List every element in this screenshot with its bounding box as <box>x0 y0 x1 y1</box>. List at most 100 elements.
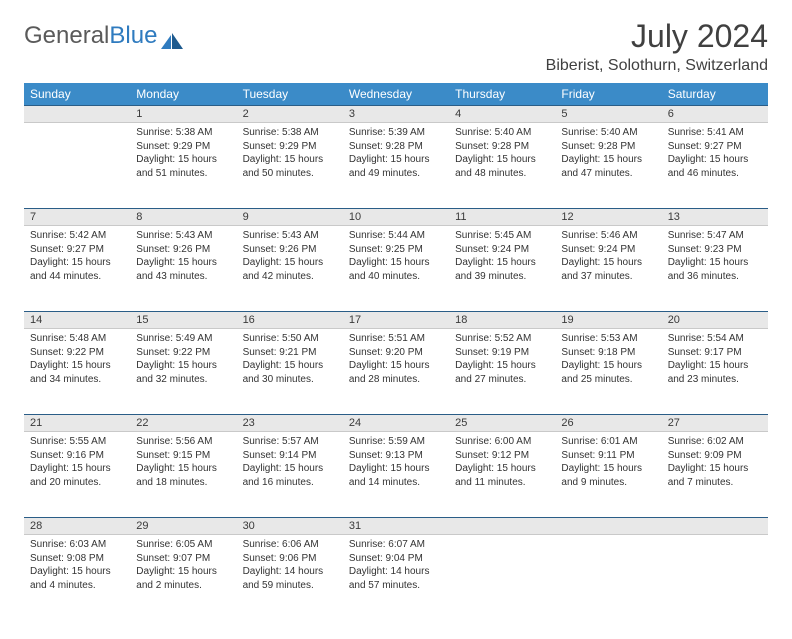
sunset-text: Sunset: 9:13 PM <box>349 449 443 463</box>
day-cell: Sunrise: 5:52 AMSunset: 9:19 PMDaylight:… <box>449 329 555 415</box>
day-cell: Sunrise: 6:03 AMSunset: 9:08 PMDaylight:… <box>24 535 130 621</box>
day-number-cell: 15 <box>130 312 236 329</box>
day-number-cell: 22 <box>130 415 236 432</box>
daylight-text: Daylight: 15 hours and 16 minutes. <box>243 462 337 489</box>
logo-sail-icon <box>161 28 183 44</box>
day-cell: Sunrise: 5:45 AMSunset: 9:24 PMDaylight:… <box>449 226 555 312</box>
day-number-row: 21222324252627 <box>24 415 768 432</box>
sunset-text: Sunset: 9:28 PM <box>561 140 655 154</box>
daylight-text: Daylight: 15 hours and 23 minutes. <box>668 359 762 386</box>
day-number-cell: 27 <box>662 415 768 432</box>
day-cell-body: Sunrise: 5:50 AMSunset: 9:21 PMDaylight:… <box>237 329 343 392</box>
daylight-text: Daylight: 15 hours and 47 minutes. <box>561 153 655 180</box>
daylight-text: Daylight: 14 hours and 57 minutes. <box>349 565 443 592</box>
day-number-cell: 20 <box>662 312 768 329</box>
sunrise-text: Sunrise: 5:38 AM <box>136 126 230 140</box>
day-cell-body: Sunrise: 5:41 AMSunset: 9:27 PMDaylight:… <box>662 123 768 186</box>
sunset-text: Sunset: 9:23 PM <box>668 243 762 257</box>
day-number-cell: 4 <box>449 106 555 123</box>
daylight-text: Daylight: 15 hours and 48 minutes. <box>455 153 549 180</box>
day-cell: Sunrise: 5:43 AMSunset: 9:26 PMDaylight:… <box>130 226 236 312</box>
sunset-text: Sunset: 9:26 PM <box>243 243 337 257</box>
day-number-cell: 5 <box>555 106 661 123</box>
daylight-text: Daylight: 15 hours and 25 minutes. <box>561 359 655 386</box>
weekday-header: Monday <box>130 83 236 106</box>
sunset-text: Sunset: 9:07 PM <box>136 552 230 566</box>
day-cell-body: Sunrise: 5:39 AMSunset: 9:28 PMDaylight:… <box>343 123 449 186</box>
daylight-text: Daylight: 15 hours and 51 minutes. <box>136 153 230 180</box>
day-number-cell: 12 <box>555 209 661 226</box>
day-cell-body: Sunrise: 6:00 AMSunset: 9:12 PMDaylight:… <box>449 432 555 495</box>
sunset-text: Sunset: 9:15 PM <box>136 449 230 463</box>
day-cell-body: Sunrise: 5:52 AMSunset: 9:19 PMDaylight:… <box>449 329 555 392</box>
day-cell: Sunrise: 5:56 AMSunset: 9:15 PMDaylight:… <box>130 432 236 518</box>
daylight-text: Daylight: 15 hours and 14 minutes. <box>349 462 443 489</box>
weekday-header: Wednesday <box>343 83 449 106</box>
day-cell: Sunrise: 6:01 AMSunset: 9:11 PMDaylight:… <box>555 432 661 518</box>
day-cell <box>449 535 555 621</box>
day-cell-body: Sunrise: 5:40 AMSunset: 9:28 PMDaylight:… <box>555 123 661 186</box>
daylight-text: Daylight: 15 hours and 44 minutes. <box>30 256 124 283</box>
sunrise-text: Sunrise: 6:06 AM <box>243 538 337 552</box>
sunset-text: Sunset: 9:29 PM <box>136 140 230 154</box>
daylight-text: Daylight: 15 hours and 49 minutes. <box>349 153 443 180</box>
daylight-text: Daylight: 15 hours and 20 minutes. <box>30 462 124 489</box>
sunrise-text: Sunrise: 5:51 AM <box>349 332 443 346</box>
day-cell: Sunrise: 5:49 AMSunset: 9:22 PMDaylight:… <box>130 329 236 415</box>
day-body-row: Sunrise: 5:38 AMSunset: 9:29 PMDaylight:… <box>24 123 768 209</box>
sunrise-text: Sunrise: 6:01 AM <box>561 435 655 449</box>
sunset-text: Sunset: 9:06 PM <box>243 552 337 566</box>
day-cell: Sunrise: 5:50 AMSunset: 9:21 PMDaylight:… <box>237 329 343 415</box>
day-number-cell: 31 <box>343 518 449 535</box>
day-cell: Sunrise: 5:39 AMSunset: 9:28 PMDaylight:… <box>343 123 449 209</box>
day-number-cell: 1 <box>130 106 236 123</box>
day-number-cell: 9 <box>237 209 343 226</box>
day-number-cell: 28 <box>24 518 130 535</box>
day-cell-body: Sunrise: 5:43 AMSunset: 9:26 PMDaylight:… <box>130 226 236 289</box>
day-cell-body: Sunrise: 5:55 AMSunset: 9:16 PMDaylight:… <box>24 432 130 495</box>
logo-text-1: General <box>24 22 109 50</box>
day-cell-body: Sunrise: 5:57 AMSunset: 9:14 PMDaylight:… <box>237 432 343 495</box>
sunrise-text: Sunrise: 5:42 AM <box>30 229 124 243</box>
day-cell-body: Sunrise: 5:47 AMSunset: 9:23 PMDaylight:… <box>662 226 768 289</box>
day-number-cell: 23 <box>237 415 343 432</box>
sunrise-text: Sunrise: 5:59 AM <box>349 435 443 449</box>
daylight-text: Daylight: 15 hours and 4 minutes. <box>30 565 124 592</box>
logo: GeneralBlue <box>24 18 183 50</box>
daylight-text: Daylight: 15 hours and 42 minutes. <box>243 256 337 283</box>
day-number-cell: 25 <box>449 415 555 432</box>
day-number-row: 78910111213 <box>24 209 768 226</box>
day-number-cell: 17 <box>343 312 449 329</box>
sunrise-text: Sunrise: 5:45 AM <box>455 229 549 243</box>
day-cell-body: Sunrise: 6:05 AMSunset: 9:07 PMDaylight:… <box>130 535 236 598</box>
day-body-row: Sunrise: 6:03 AMSunset: 9:08 PMDaylight:… <box>24 535 768 621</box>
day-number-cell <box>662 518 768 535</box>
sunset-text: Sunset: 9:28 PM <box>349 140 443 154</box>
sunset-text: Sunset: 9:21 PM <box>243 346 337 360</box>
day-cell-body: Sunrise: 6:01 AMSunset: 9:11 PMDaylight:… <box>555 432 661 495</box>
daylight-text: Daylight: 15 hours and 34 minutes. <box>30 359 124 386</box>
sunrise-text: Sunrise: 6:02 AM <box>668 435 762 449</box>
sunset-text: Sunset: 9:18 PM <box>561 346 655 360</box>
day-number-cell: 7 <box>24 209 130 226</box>
sunrise-text: Sunrise: 5:56 AM <box>136 435 230 449</box>
calendar-page: GeneralBlue July 2024 Biberist, Solothur… <box>0 0 792 639</box>
sunset-text: Sunset: 9:08 PM <box>30 552 124 566</box>
day-body-row: Sunrise: 5:55 AMSunset: 9:16 PMDaylight:… <box>24 432 768 518</box>
day-cell-body: Sunrise: 5:51 AMSunset: 9:20 PMDaylight:… <box>343 329 449 392</box>
sunset-text: Sunset: 9:27 PM <box>668 140 762 154</box>
day-number-cell: 16 <box>237 312 343 329</box>
day-number-cell <box>449 518 555 535</box>
logo-text-2: Blue <box>109 22 157 50</box>
day-cell-body: Sunrise: 5:38 AMSunset: 9:29 PMDaylight:… <box>237 123 343 186</box>
sunset-text: Sunset: 9:20 PM <box>349 346 443 360</box>
daylight-text: Daylight: 15 hours and 50 minutes. <box>243 153 337 180</box>
sunrise-text: Sunrise: 5:46 AM <box>561 229 655 243</box>
sunset-text: Sunset: 9:28 PM <box>455 140 549 154</box>
day-cell-body: Sunrise: 6:06 AMSunset: 9:06 PMDaylight:… <box>237 535 343 598</box>
weekday-header: Friday <box>555 83 661 106</box>
day-cell <box>24 123 130 209</box>
daylight-text: Daylight: 15 hours and 30 minutes. <box>243 359 337 386</box>
day-number-cell: 30 <box>237 518 343 535</box>
day-cell-body: Sunrise: 6:02 AMSunset: 9:09 PMDaylight:… <box>662 432 768 495</box>
